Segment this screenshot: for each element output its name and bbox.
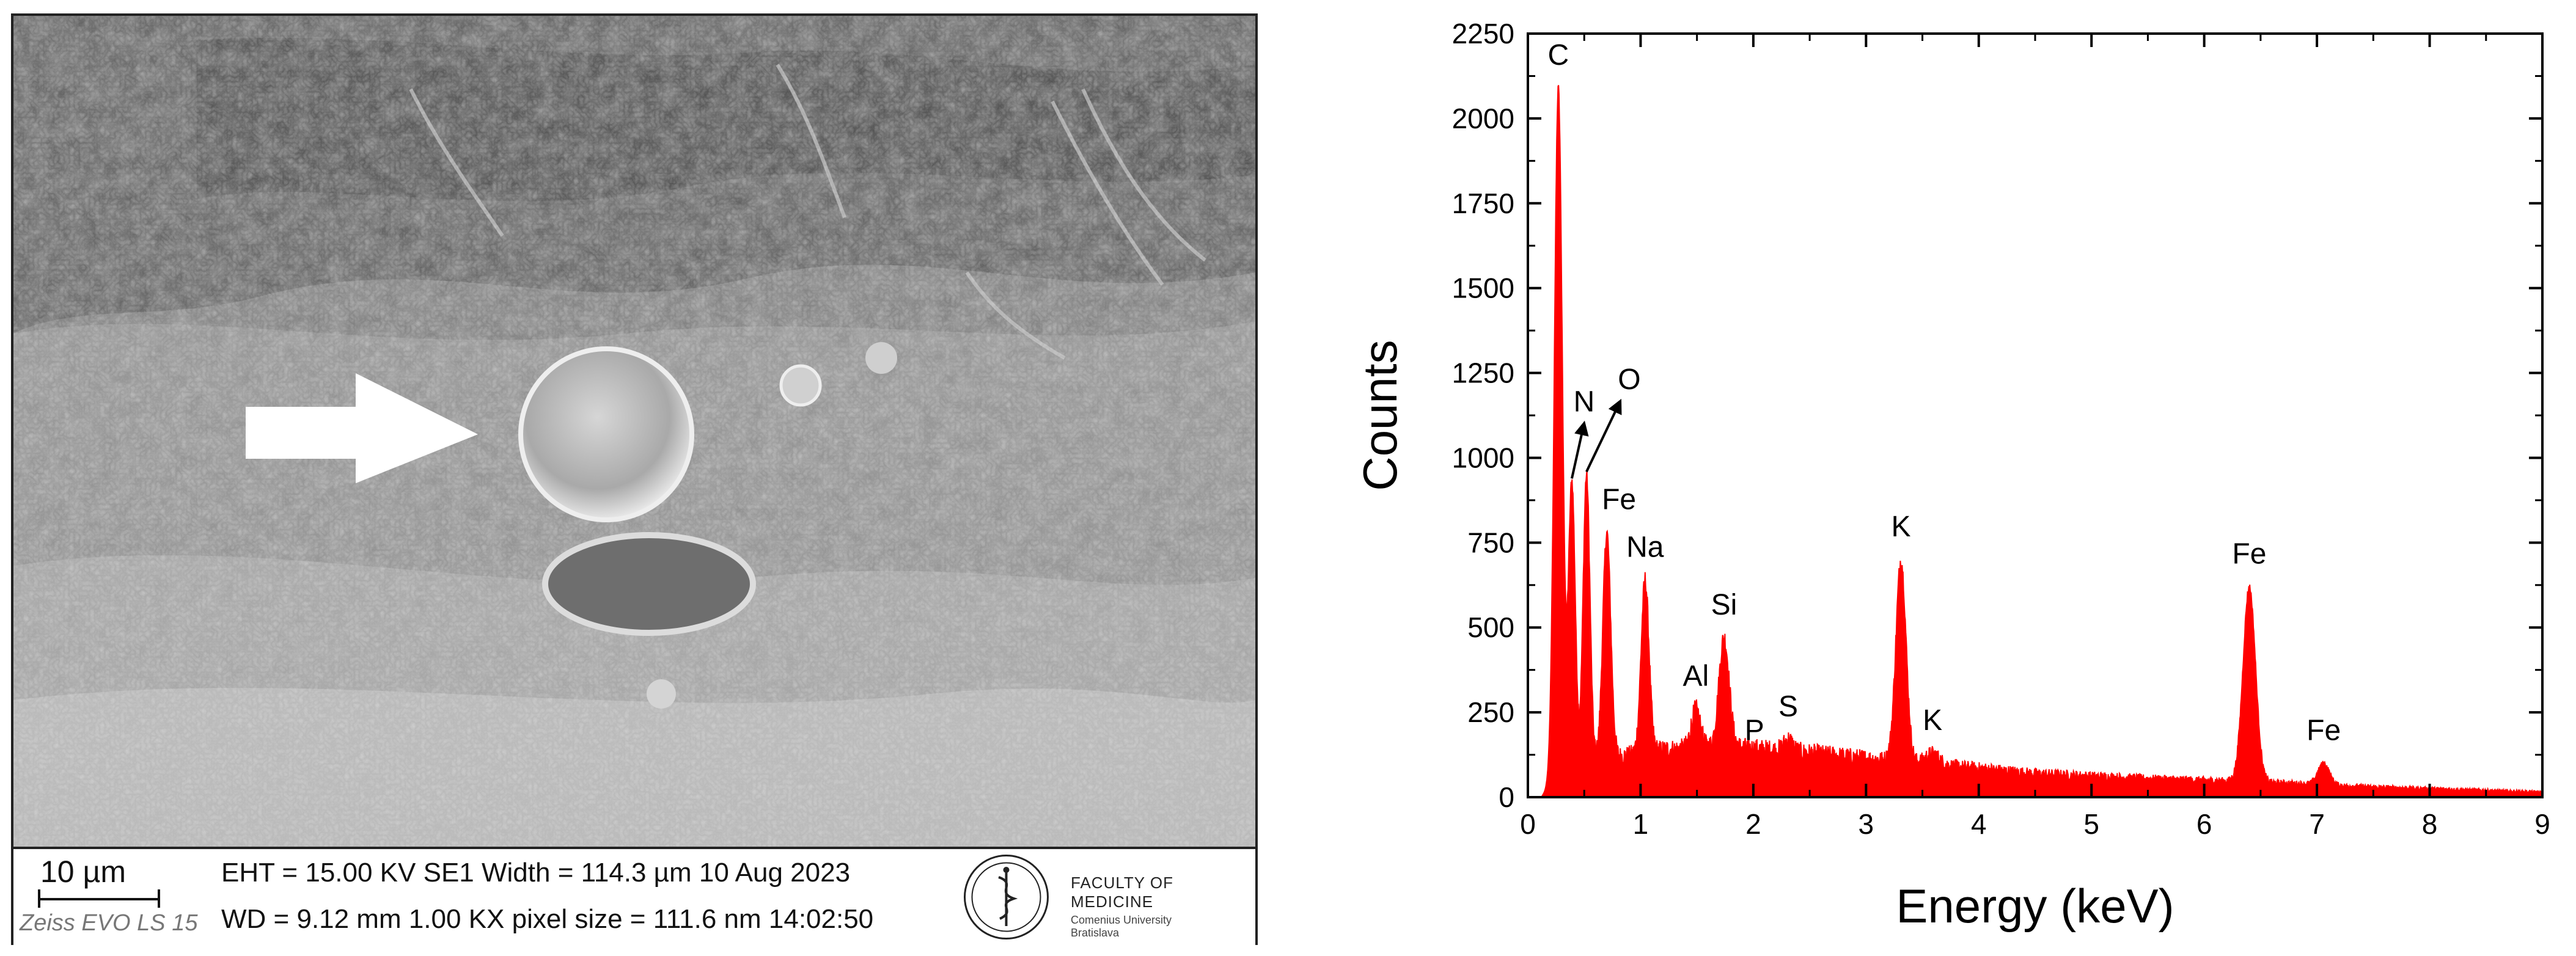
pointer-arrow-icon [246, 373, 478, 483]
y-tick-label: 2250 [1452, 18, 1514, 49]
spectrum-series [1539, 85, 2543, 798]
x-tick-label: 2 [1745, 808, 1761, 840]
logo-subtitle-2: Bratislava [1071, 927, 1120, 939]
axes-frame [1527, 32, 2544, 798]
instrument-model: Zeiss EVO LS 15 [20, 910, 198, 936]
imaging-parameters-line-1: EHT = 15.00 KV SE1 Width = 114.3 µm 10 A… [221, 858, 851, 888]
peak-label-k: K [1892, 511, 1911, 543]
y-tick-label: 1250 [1452, 357, 1514, 389]
y-tick-label: 1750 [1452, 188, 1514, 219]
x-tick-label: 1 [1633, 808, 1649, 840]
peak-label-p: P [1745, 714, 1764, 746]
peak-label-si: Si [1711, 589, 1738, 621]
y-tick-label: 250 [1467, 696, 1514, 728]
x-axis-title: Energy (keV) [1896, 879, 2174, 933]
n-peak-arrow [1570, 420, 1589, 479]
scale-bar-left-tick [38, 889, 40, 908]
peak-label-s: S [1778, 691, 1798, 723]
y-tick-label: 2000 [1452, 103, 1514, 134]
y-axis-title: Counts [1353, 340, 1407, 491]
scale-bar-label: 10 µm [40, 855, 126, 889]
x-tick-label: 9 [2534, 808, 2550, 840]
spectrum-plot: 0 1 2 3 4 5 6 7 8 9 0 250 500 750 1000 1250 1500 1750 2000… [1353, 18, 2550, 933]
x-tick-label: 8 [2422, 808, 2438, 840]
eds-spectrum-chart: 0 1 2 3 4 5 6 7 8 9 0 250 500 750 1000 1250 1500 1750 2000… [1332, 0, 2576, 956]
x-tick-label: 3 [1859, 808, 1874, 840]
y-tick-label: 1500 [1452, 272, 1514, 304]
faculty-logo-text: FACULTY OF MEDICINE Comenius University … [1071, 874, 1255, 940]
x-tick-label: 4 [1971, 808, 1987, 840]
sem-micrograph-panel: 10 µm Zeiss EVO LS 15 EHT = 15.00 KV SE1… [11, 13, 1258, 945]
peak-label-fe: Fe [2232, 538, 2266, 571]
y-tick-label: 500 [1467, 611, 1514, 643]
x-tick-label: 7 [2309, 808, 2325, 840]
y-tick-label: 750 [1467, 527, 1514, 558]
peak-label-o: O [1618, 363, 1640, 396]
logo-title: FACULTY OF MEDICINE [1071, 874, 1173, 911]
y-tick-label: 0 [1499, 781, 1514, 813]
peak-label-k: K [1923, 704, 1942, 737]
peak-label-c: C [1547, 39, 1569, 71]
peak-label-na: Na [1626, 531, 1664, 563]
peak-label-n: N [1574, 385, 1595, 418]
plot-area [1539, 85, 2543, 798]
peak-labels: C NO Fe Na Al Si PS K K Fe Fe [1547, 39, 2341, 747]
faculty-seal-icon [964, 855, 1049, 940]
x-tick-label: 5 [2083, 808, 2099, 840]
logo-subtitle-1: Comenius University [1071, 914, 1172, 926]
o-peak-arrow [1585, 398, 1622, 473]
peak-label-al: Al [1682, 660, 1709, 693]
axes: 0 1 2 3 4 5 6 7 8 9 0 250 500 750 1000 1250 1500 1750 2000… [1452, 18, 2550, 840]
x-tick-label: 0 [1520, 808, 1536, 840]
scale-bar [38, 898, 160, 900]
sem-micrograph-image [13, 16, 1255, 847]
scale-bar-right-tick [158, 889, 160, 908]
y-tick-label: 1000 [1452, 442, 1514, 473]
peak-label-fe: Fe [2306, 714, 2341, 746]
imaging-parameters-line-2: WD = 9.12 mm 1.00 KX pixel size = 111.6 … [221, 904, 874, 934]
peak-label-fe: Fe [1602, 484, 1636, 516]
sem-info-bar: 10 µm Zeiss EVO LS 15 EHT = 15.00 KV SE1… [13, 847, 1255, 945]
x-tick-label: 6 [2196, 808, 2212, 840]
